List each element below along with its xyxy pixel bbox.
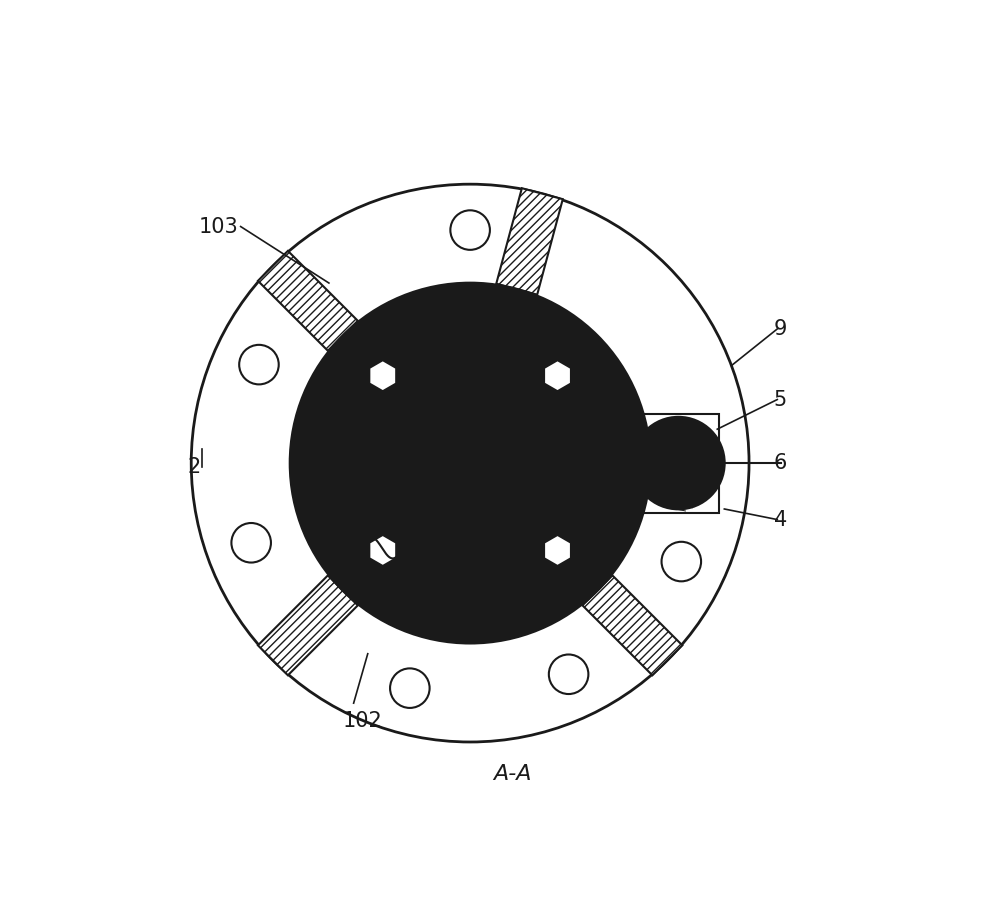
Polygon shape: [369, 535, 396, 566]
Text: 6: 6: [774, 453, 787, 473]
Circle shape: [428, 421, 512, 505]
Text: 2: 2: [188, 457, 201, 477]
Polygon shape: [258, 251, 358, 350]
Text: 9: 9: [774, 319, 787, 339]
Polygon shape: [258, 576, 358, 675]
Text: 102: 102: [343, 711, 383, 731]
Circle shape: [290, 283, 650, 643]
Circle shape: [633, 417, 724, 509]
Polygon shape: [369, 360, 396, 392]
Text: 103: 103: [198, 216, 238, 237]
Polygon shape: [544, 535, 571, 566]
Polygon shape: [496, 188, 563, 294]
Polygon shape: [582, 576, 682, 675]
Text: A-A: A-A: [493, 764, 532, 784]
Text: 5: 5: [774, 390, 787, 410]
Text: 4: 4: [774, 510, 787, 530]
Bar: [638, 414, 719, 513]
Polygon shape: [544, 360, 571, 392]
